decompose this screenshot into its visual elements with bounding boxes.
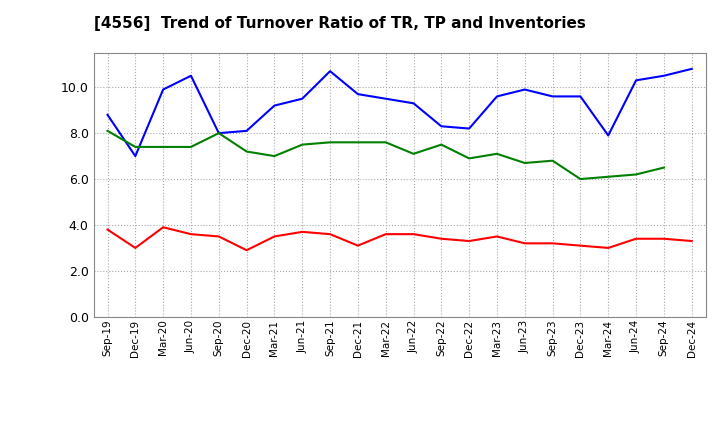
Trade Receivables — [298, 229, 307, 235]
Inventories — [437, 142, 446, 147]
Trade Payables — [409, 101, 418, 106]
Trade Receivables — [549, 241, 557, 246]
Inventories — [131, 144, 140, 150]
Inventories — [492, 151, 501, 157]
Trade Payables — [688, 66, 696, 72]
Trade Payables — [631, 78, 640, 83]
Trade Receivables — [631, 236, 640, 242]
Trade Payables — [437, 124, 446, 129]
Trade Receivables — [604, 245, 613, 250]
Inventories — [604, 174, 613, 180]
Trade Payables — [382, 96, 390, 101]
Trade Receivables — [270, 234, 279, 239]
Inventories — [325, 139, 334, 145]
Trade Receivables — [103, 227, 112, 232]
Trade Receivables — [437, 236, 446, 242]
Inventories — [354, 139, 362, 145]
Inventories — [660, 165, 668, 170]
Trade Payables — [549, 94, 557, 99]
Trade Receivables — [186, 231, 195, 237]
Trade Receivables — [354, 243, 362, 248]
Trade Receivables — [242, 248, 251, 253]
Trade Receivables — [382, 231, 390, 237]
Trade Payables — [186, 73, 195, 78]
Inventories — [465, 156, 474, 161]
Line: Trade Payables: Trade Payables — [107, 69, 692, 156]
Inventories — [103, 128, 112, 133]
Trade Payables — [465, 126, 474, 131]
Trade Receivables — [492, 234, 501, 239]
Inventories — [521, 160, 529, 165]
Trade Receivables — [409, 231, 418, 237]
Trade Payables — [492, 94, 501, 99]
Trade Payables — [354, 92, 362, 97]
Line: Inventories: Inventories — [107, 131, 664, 179]
Trade Receivables — [465, 238, 474, 244]
Trade Payables — [103, 112, 112, 117]
Trade Payables — [270, 103, 279, 108]
Trade Payables — [325, 69, 334, 74]
Trade Payables — [159, 87, 168, 92]
Trade Receivables — [159, 225, 168, 230]
Trade Receivables — [576, 243, 585, 248]
Trade Payables — [215, 131, 223, 136]
Trade Receivables — [215, 234, 223, 239]
Trade Receivables — [688, 238, 696, 244]
Trade Payables — [298, 96, 307, 101]
Inventories — [576, 176, 585, 182]
Trade Payables — [660, 73, 668, 78]
Inventories — [186, 144, 195, 150]
Inventories — [298, 142, 307, 147]
Trade Receivables — [660, 236, 668, 242]
Inventories — [215, 131, 223, 136]
Line: Trade Receivables: Trade Receivables — [107, 227, 692, 250]
Inventories — [159, 144, 168, 150]
Trade Receivables — [521, 241, 529, 246]
Inventories — [242, 149, 251, 154]
Inventories — [409, 151, 418, 157]
Trade Payables — [576, 94, 585, 99]
Inventories — [631, 172, 640, 177]
Inventories — [549, 158, 557, 163]
Trade Payables — [604, 133, 613, 138]
Trade Receivables — [325, 231, 334, 237]
Trade Payables — [131, 154, 140, 159]
Inventories — [270, 154, 279, 159]
Inventories — [382, 139, 390, 145]
Trade Payables — [242, 128, 251, 133]
Text: [4556]  Trend of Turnover Ratio of TR, TP and Inventories: [4556] Trend of Turnover Ratio of TR, TP… — [94, 16, 585, 31]
Trade Payables — [521, 87, 529, 92]
Trade Receivables — [131, 245, 140, 250]
